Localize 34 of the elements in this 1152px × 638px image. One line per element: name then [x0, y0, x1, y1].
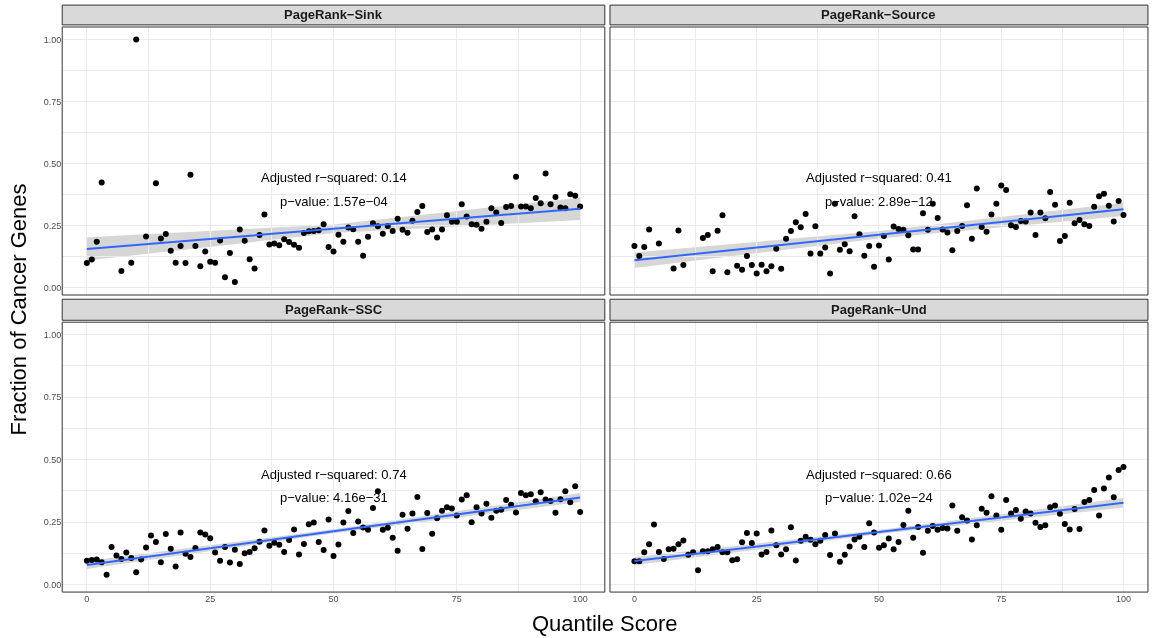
x-tick-label: 0	[84, 594, 90, 605]
x-tick-label: 0	[631, 594, 637, 605]
annotation: p−value: 1.57e−04	[280, 194, 388, 209]
y-axis-title: Fraction of Cancer Genes	[5, 183, 31, 436]
chart-title: PageRank−Sink	[284, 7, 383, 22]
annotation: Adjusted r−squared: 0.41	[806, 170, 952, 185]
x-tick-label: 100	[572, 594, 588, 605]
y-tick-label: 0.50	[43, 158, 62, 169]
x-tick-label: 75	[996, 594, 1007, 605]
x-tick-label: 25	[205, 594, 216, 605]
annotation: p−value: 4.16e−31	[280, 490, 388, 505]
y-tick-label: 1.00	[43, 329, 62, 340]
x-tick-label: 25	[751, 594, 762, 605]
x-tick-label: 50	[328, 594, 339, 605]
chart-title: PageRank−Source	[821, 7, 936, 22]
y-tick-label: 0.50	[43, 454, 62, 465]
y-tick-label: 0.00	[43, 579, 62, 590]
x-tick-label: 75	[451, 594, 462, 605]
x-tick-label: 50	[873, 594, 884, 605]
annotation: Adjusted r−squared: 0.74	[261, 467, 407, 482]
y-tick-label: 0.25	[43, 220, 62, 231]
annotation: p−value: 2.89e−12	[825, 194, 933, 209]
chart-title: PageRank−SSC	[285, 302, 383, 317]
chart-title: PageRank−Und	[831, 302, 927, 317]
annotation: Adjusted r−squared: 0.14	[261, 170, 407, 185]
y-tick-label: 0.00	[43, 282, 62, 293]
y-tick-label: 0.75	[43, 96, 62, 107]
annotation: Adjusted r−squared: 0.66	[806, 467, 952, 482]
x-tick-label: 100	[1116, 594, 1132, 605]
y-tick-label: 0.25	[43, 517, 62, 528]
y-tick-label: 1.00	[43, 34, 62, 45]
annotation: p−value: 1.02e−24	[825, 490, 933, 505]
y-tick-label: 0.75	[43, 392, 62, 403]
x-axis-title: Quantile Score	[532, 611, 678, 636]
